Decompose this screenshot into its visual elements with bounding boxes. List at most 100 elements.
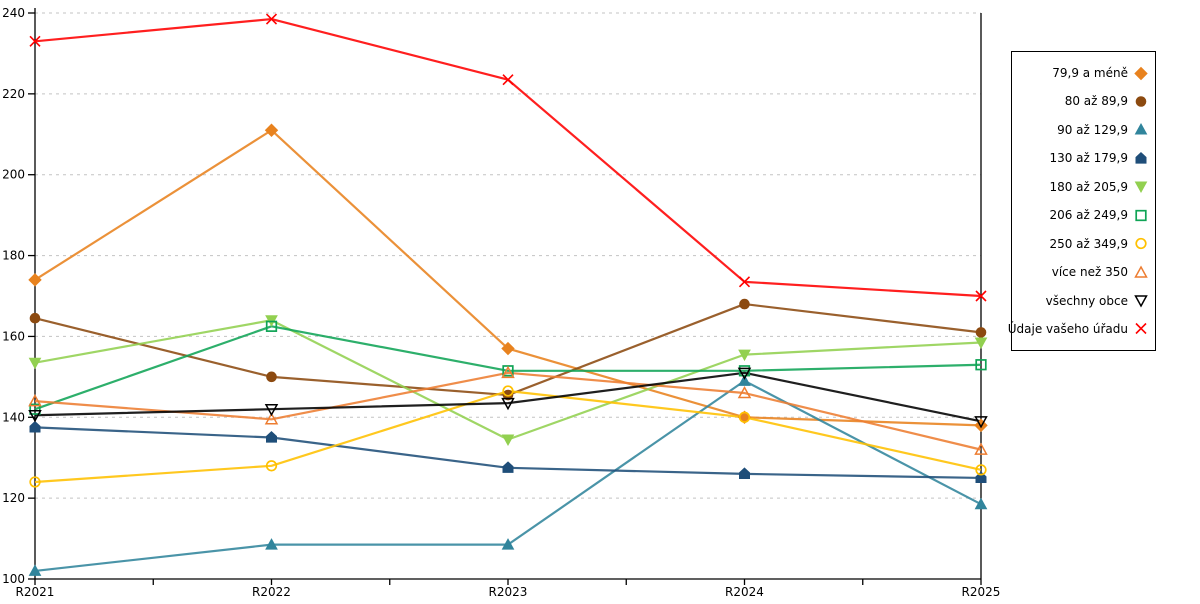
x-tick-label: R2025 bbox=[962, 585, 1001, 599]
series-line bbox=[34, 319, 982, 441]
triangle-up-marker-icon bbox=[28, 394, 42, 407]
triangle-down-marker-icon bbox=[738, 349, 751, 362]
x-tick-label: R2021 bbox=[16, 585, 55, 599]
triangle-up-marker-icon bbox=[264, 412, 279, 425]
triangle-up-marker-icon bbox=[28, 564, 42, 576]
legend-item-label: 90 až 129,9 bbox=[1057, 122, 1128, 137]
y-tick-label: 100 bbox=[2, 572, 25, 586]
circle-marker-icon bbox=[738, 411, 751, 423]
triangle-down-marker-icon bbox=[501, 434, 515, 447]
triangle-up-marker-icon bbox=[501, 365, 515, 379]
legend-item: 80 až 89,9 bbox=[1016, 87, 1149, 115]
series-line bbox=[34, 325, 982, 411]
circle-marker-icon bbox=[29, 312, 41, 324]
square-marker-icon bbox=[975, 359, 987, 371]
legend-item: Údaje vašeho úřadu bbox=[1008, 315, 1149, 343]
y-tick-label: 200 bbox=[2, 168, 25, 182]
y-tick-label: 140 bbox=[2, 410, 25, 424]
pentagon-marker-icon bbox=[502, 461, 514, 473]
legend-item: 79,9 a méně bbox=[1016, 59, 1149, 87]
triangle-down-marker-icon bbox=[28, 410, 42, 423]
legend-marker bbox=[1134, 295, 1148, 308]
square-marker-icon bbox=[29, 403, 41, 415]
pentagon-marker-icon bbox=[739, 467, 750, 479]
triangle-up-marker-icon bbox=[738, 374, 751, 386]
circle-marker-icon bbox=[975, 464, 987, 476]
diamond-marker-icon bbox=[28, 273, 42, 287]
circle-marker-icon bbox=[1135, 96, 1147, 107]
x-marker-icon bbox=[975, 290, 987, 302]
legend-item-label: 180 až 205,9 bbox=[1049, 179, 1128, 194]
triangle-down-marker-icon bbox=[28, 357, 42, 370]
legend-item: více než 350 bbox=[1016, 258, 1149, 286]
legend-marker bbox=[1135, 323, 1147, 335]
pentagon-marker-icon bbox=[1135, 151, 1147, 164]
x-marker-icon bbox=[502, 74, 514, 86]
legend-item: 250 až 349,9 bbox=[1016, 230, 1149, 258]
legend-item-label: všechny obce bbox=[1045, 293, 1128, 308]
x-tick-label: R2022 bbox=[252, 585, 291, 599]
series-line bbox=[34, 371, 982, 451]
legend-marker bbox=[1134, 265, 1148, 278]
y-tick-label: 240 bbox=[2, 6, 25, 20]
legend-item: 130 až 179,9 bbox=[1016, 144, 1149, 172]
circle-marker-icon bbox=[1135, 237, 1147, 250]
triangle-up-marker-icon bbox=[974, 497, 988, 510]
diamond-marker-icon bbox=[264, 123, 279, 137]
square-marker-icon bbox=[1135, 209, 1147, 221]
triangle-down-marker-icon bbox=[501, 397, 515, 411]
x-tick-label: R2024 bbox=[725, 585, 764, 599]
x-marker-icon bbox=[1135, 323, 1147, 335]
triangle-up-marker-icon bbox=[1134, 123, 1148, 135]
legend-item-label: 206 až 249,9 bbox=[1049, 208, 1128, 223]
y-tick-label: 220 bbox=[2, 87, 25, 101]
legend-item: 90 až 129,9 bbox=[1016, 116, 1149, 144]
legend-item: všechny obce bbox=[1016, 287, 1149, 315]
diamond-marker-icon bbox=[1134, 66, 1148, 80]
legend-marker bbox=[1134, 123, 1148, 135]
triangle-up-marker-icon bbox=[265, 538, 278, 550]
legend-item-label: 79,9 a méně bbox=[1052, 66, 1128, 80]
series-line bbox=[34, 17, 982, 298]
pentagon-marker-icon bbox=[266, 431, 277, 443]
legend-item: 206 až 249,9 bbox=[1016, 201, 1149, 229]
y-tick-label: 120 bbox=[2, 491, 25, 505]
circle-marker-icon bbox=[739, 298, 750, 310]
triangle-up-marker-icon bbox=[501, 538, 515, 550]
legend: 79,9 a méně 80 až 89,9 90 až 129,9 130 až 1… bbox=[1008, 51, 1156, 351]
circle-marker-icon bbox=[502, 385, 514, 397]
legend-item: 180 až 205,9 bbox=[1016, 173, 1149, 201]
x-marker-icon bbox=[29, 35, 41, 47]
pentagon-marker-icon bbox=[29, 420, 41, 433]
series-line bbox=[34, 371, 982, 423]
legend-marker bbox=[1135, 209, 1147, 221]
x-marker-icon bbox=[265, 13, 278, 25]
x-marker-icon bbox=[738, 276, 751, 288]
legend-item-label: více než 350 bbox=[1051, 265, 1128, 280]
legend-item-label: 130 až 179,9 bbox=[1049, 151, 1128, 166]
circle-marker-icon bbox=[29, 476, 41, 488]
legend-marker bbox=[1135, 151, 1147, 164]
y-tick-label: 180 bbox=[2, 249, 25, 263]
legend-marker bbox=[1134, 66, 1148, 80]
triangle-up-marker-icon bbox=[737, 385, 752, 399]
x-tick-label: R2023 bbox=[489, 585, 528, 599]
legend-marker bbox=[1134, 181, 1148, 194]
triangle-down-marker-icon bbox=[737, 367, 752, 380]
legend-marker bbox=[1135, 237, 1147, 250]
square-marker-icon bbox=[265, 320, 278, 332]
triangle-up-marker-icon bbox=[1134, 265, 1148, 278]
circle-marker-icon bbox=[975, 327, 987, 338]
legend-marker bbox=[1135, 96, 1147, 107]
triangle-down-marker-icon bbox=[974, 416, 988, 429]
triangle-up-marker-icon bbox=[974, 442, 988, 455]
diamond-marker-icon bbox=[501, 341, 515, 356]
legend-item-label: 250 až 349,9 bbox=[1049, 236, 1128, 251]
y-tick-label: 160 bbox=[2, 329, 25, 343]
triangle-down-marker-icon bbox=[974, 337, 988, 350]
triangle-down-marker-icon bbox=[264, 403, 279, 417]
circle-marker-icon bbox=[266, 371, 277, 383]
legend-item-label: Údaje vašeho úřadu bbox=[1007, 321, 1128, 336]
